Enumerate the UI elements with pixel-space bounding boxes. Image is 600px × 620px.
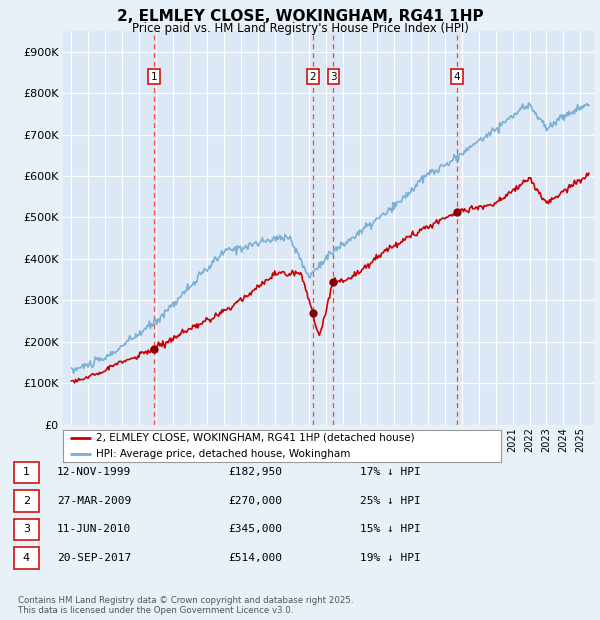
Text: £270,000: £270,000 <box>228 496 282 506</box>
Text: 2: 2 <box>310 71 316 82</box>
Text: 27-MAR-2009: 27-MAR-2009 <box>57 496 131 506</box>
Text: 20-SEP-2017: 20-SEP-2017 <box>57 553 131 563</box>
Text: 17% ↓ HPI: 17% ↓ HPI <box>360 467 421 477</box>
Text: 1: 1 <box>23 467 30 477</box>
Text: 15% ↓ HPI: 15% ↓ HPI <box>360 525 421 534</box>
Text: 2, ELMLEY CLOSE, WOKINGHAM, RG41 1HP: 2, ELMLEY CLOSE, WOKINGHAM, RG41 1HP <box>116 9 484 24</box>
Text: 25% ↓ HPI: 25% ↓ HPI <box>360 496 421 506</box>
Text: £514,000: £514,000 <box>228 553 282 563</box>
Text: Price paid vs. HM Land Registry's House Price Index (HPI): Price paid vs. HM Land Registry's House … <box>131 22 469 35</box>
Text: 4: 4 <box>23 553 30 563</box>
Text: Contains HM Land Registry data © Crown copyright and database right 2025.
This d: Contains HM Land Registry data © Crown c… <box>18 596 353 615</box>
Text: 2, ELMLEY CLOSE, WOKINGHAM, RG41 1HP (detached house): 2, ELMLEY CLOSE, WOKINGHAM, RG41 1HP (de… <box>96 433 415 443</box>
Text: 2: 2 <box>23 496 30 506</box>
Text: £182,950: £182,950 <box>228 467 282 477</box>
Text: 19% ↓ HPI: 19% ↓ HPI <box>360 553 421 563</box>
Text: £345,000: £345,000 <box>228 525 282 534</box>
Text: 4: 4 <box>454 71 460 82</box>
Text: 12-NOV-1999: 12-NOV-1999 <box>57 467 131 477</box>
Text: 1: 1 <box>151 71 157 82</box>
Text: 3: 3 <box>23 525 30 534</box>
Text: 3: 3 <box>330 71 337 82</box>
Text: HPI: Average price, detached house, Wokingham: HPI: Average price, detached house, Woki… <box>96 449 350 459</box>
Text: 11-JUN-2010: 11-JUN-2010 <box>57 525 131 534</box>
